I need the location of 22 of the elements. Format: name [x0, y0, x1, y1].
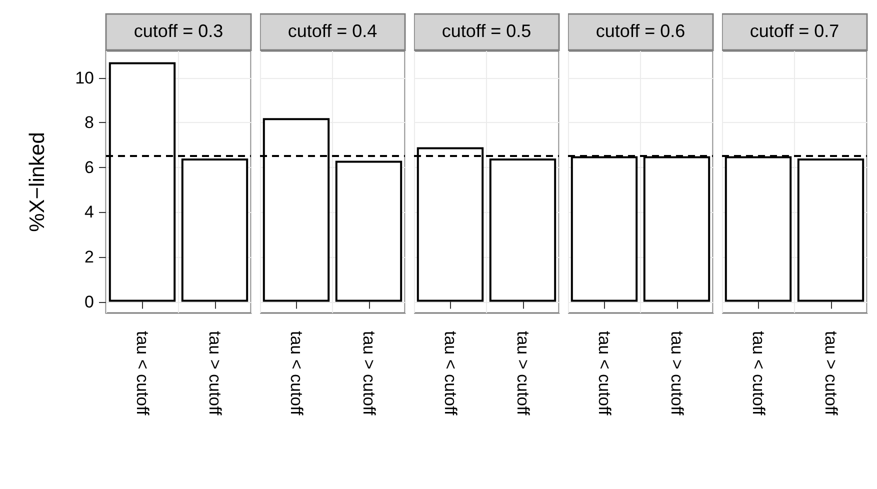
- x-tick-label: tau < cutoff: [594, 331, 614, 416]
- x-tick-label: tau > cutoff: [667, 331, 686, 416]
- chart-title: cutoff = 0.6: [596, 21, 686, 41]
- chart-title: cutoff = 0.3: [134, 21, 224, 41]
- x-tick-label: tau > cutoff: [205, 331, 224, 416]
- y-tick-label: 10: [75, 68, 94, 88]
- y-tick-label: 2: [84, 248, 94, 267]
- x-tick-label: tau > cutoff: [359, 331, 378, 416]
- y-tick-label: 0: [84, 292, 94, 312]
- chart-title: cutoff = 0.7: [750, 21, 840, 41]
- x-tick-label: tau > cutoff: [513, 331, 532, 416]
- y-tick-label: 4: [84, 202, 94, 222]
- y-axis-title: %X−linked: [26, 132, 49, 232]
- x-tick-label: tau < cutoff: [132, 331, 152, 416]
- x-tick-label: tau < cutoff: [440, 331, 460, 416]
- x-tick-label: tau > cutoff: [821, 331, 840, 416]
- y-tick-label: 8: [84, 113, 94, 132]
- y-tick-label: 6: [84, 158, 94, 177]
- chart-title: cutoff = 0.4: [288, 21, 378, 41]
- chart-title: cutoff = 0.5: [442, 21, 532, 41]
- x-tick-label: tau < cutoff: [286, 331, 306, 416]
- x-tick-label: tau < cutoff: [748, 331, 768, 416]
